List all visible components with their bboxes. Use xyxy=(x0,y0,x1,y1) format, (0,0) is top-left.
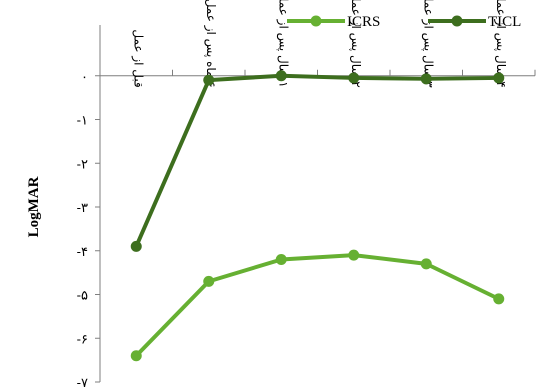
y-tick-label: -۷ xyxy=(77,376,88,391)
x-category-label: ۲ سال پس از عمل xyxy=(348,0,363,88)
data-point-icrs xyxy=(348,249,360,261)
y-tick-labels: ۰ -۱ -۲ -۳ -۴ -۵ -۶ -۷ xyxy=(77,70,88,391)
data-point-icrs xyxy=(203,275,215,287)
y-tick-label: -۵ xyxy=(77,289,88,304)
y-tick-label: -۲ xyxy=(77,157,88,172)
legend-marker-ticl xyxy=(451,15,463,27)
y-tick-label: ۰ xyxy=(81,70,88,85)
legend-label-icrs: ICRS xyxy=(347,14,380,30)
data-point-ticl xyxy=(203,74,215,86)
series-line-ticl xyxy=(134,73,499,248)
y-axis-label: LogMAR xyxy=(26,176,42,237)
data-point-icrs xyxy=(275,254,287,265)
legend-label-ticl: TICL xyxy=(488,14,521,30)
series-line-icrs xyxy=(134,253,500,358)
series-lines xyxy=(130,70,505,362)
y-tick-label: -۴ xyxy=(77,245,88,260)
legend: ICRS TICL xyxy=(287,14,521,30)
x-category-label: ۶ ماه پس از عمل xyxy=(203,0,218,88)
y-tick-label: -۶ xyxy=(77,332,88,347)
data-point-ticl xyxy=(275,70,287,82)
data-point-ticl xyxy=(420,73,432,85)
axes xyxy=(95,25,536,383)
data-point-icrs xyxy=(130,350,142,362)
legend-marker-icrs xyxy=(310,15,322,27)
data-point-icrs xyxy=(420,258,432,270)
data-point-ticl xyxy=(348,72,360,84)
x-category-label: ۱ سال پس از عمل xyxy=(275,0,290,88)
data-point-ticl xyxy=(493,72,505,84)
data-point-ticl xyxy=(130,240,142,252)
y-tick-label: -۳ xyxy=(77,201,88,216)
data-point-icrs xyxy=(493,293,505,305)
x-category-label: ۴ سال پس از عمل xyxy=(493,0,508,88)
x-category-label: قبل از عمل xyxy=(130,29,145,87)
y-tick-label: -۱ xyxy=(77,114,88,129)
